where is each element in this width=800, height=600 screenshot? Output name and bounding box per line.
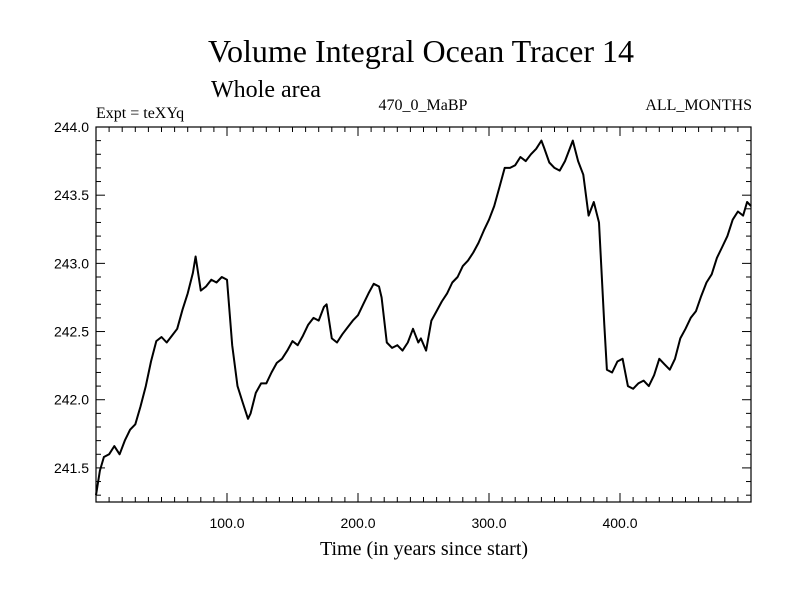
y-tick-label: 243.5 <box>54 187 89 203</box>
x-tick-label: 400.0 <box>602 515 637 531</box>
chart-title: Volume Integral Ocean Tracer 14 <box>208 33 634 69</box>
y-tick-label: 241.5 <box>54 460 89 476</box>
y-tick-label: 243.0 <box>54 255 89 271</box>
x-tick-label: 300.0 <box>471 515 506 531</box>
period-label: 470_0_MaBP <box>379 97 468 114</box>
y-tick-label: 242.0 <box>54 392 89 408</box>
y-tick-label: 244.0 <box>54 119 89 135</box>
y-tick-label: 242.5 <box>54 324 89 340</box>
x-tick-label: 200.0 <box>340 515 375 531</box>
months-label: ALL_MONTHS <box>645 97 752 114</box>
experiment-label: Expt = teXYq <box>96 105 184 122</box>
series-layer <box>95 139 752 496</box>
x-axis: 100.0 200.0 300.0 400.0 <box>108 127 739 531</box>
y-axis: 241.5 242.0 242.5 243.0 243.5 244.0 <box>54 119 751 496</box>
series-line <box>95 139 752 496</box>
x-tick-label: 100.0 <box>209 515 244 531</box>
chart-subtitle: Whole area <box>211 77 321 103</box>
x-axis-title: Time (in years since start) <box>320 538 528 560</box>
plot-frame <box>95 126 752 503</box>
